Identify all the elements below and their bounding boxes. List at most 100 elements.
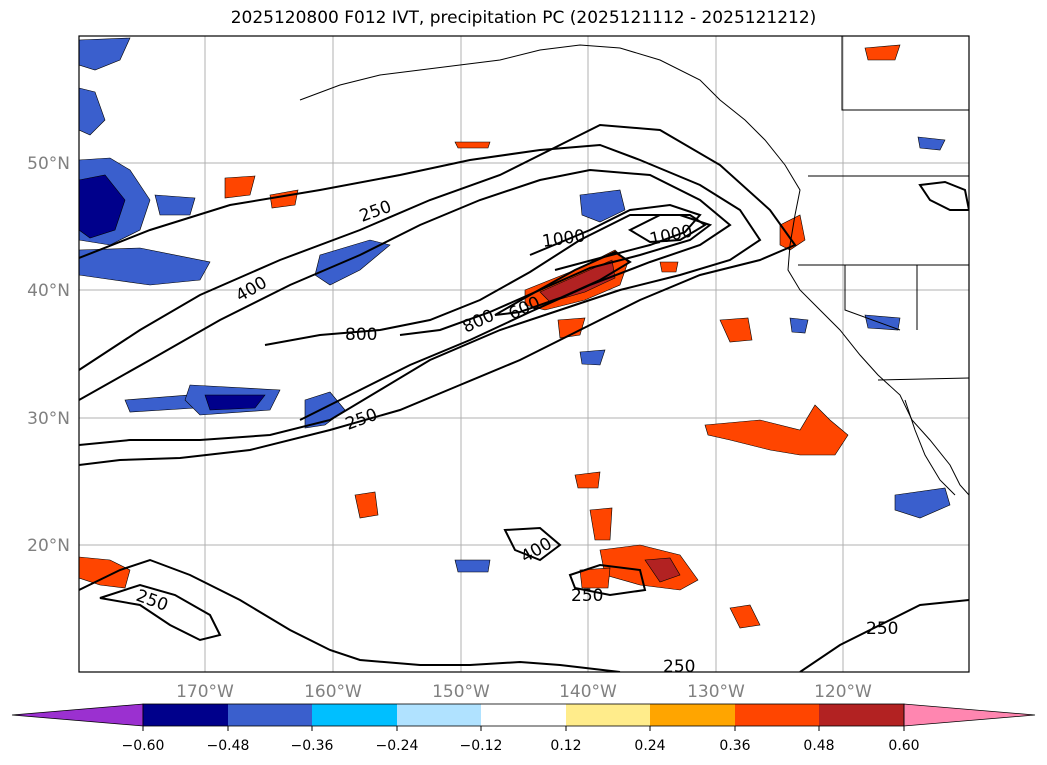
ivt-contour-250-outer: [79, 123, 797, 466]
neg-patch: [79, 37, 131, 71]
pos-patch: [589, 507, 613, 541]
neg-patch: [894, 487, 951, 519]
north-america-coast: [299, 44, 969, 496]
positive-precip-patches: [79, 44, 901, 629]
neg-patch: [79, 247, 211, 286]
colorbar-tick-label: −0.24: [376, 738, 419, 754]
pos-patch: [644, 557, 681, 583]
negative-precip-patches: [79, 37, 951, 573]
pos-patch: [659, 261, 679, 273]
ivt-contour-1000-b: [627, 214, 707, 244]
pos-patch: [557, 317, 586, 339]
neg-patch: [79, 87, 106, 136]
colorbar-seg: [143, 704, 228, 726]
contour-label: 250: [663, 657, 695, 677]
colorbar-seg: [481, 704, 566, 726]
contour-label: 800: [345, 325, 377, 345]
ivt-contour-250-south: [79, 558, 621, 672]
lat-label: 20°N: [27, 536, 70, 556]
ivt-contour-250-ne: [918, 180, 969, 211]
colorbar-frame: [142, 703, 905, 727]
colorbar-ticks: [142, 726, 905, 731]
ivt-contour-250-east: [799, 599, 969, 672]
contour-label: 250: [357, 197, 394, 227]
contour-label: 1000: [541, 226, 587, 252]
colorbar-tick-label: −0.36: [291, 738, 334, 754]
pos-patch: [864, 44, 901, 61]
us-mexico-border: [877, 377, 969, 381]
neg-patch: [917, 136, 946, 151]
colorbar-seg: [735, 704, 819, 726]
ivt-contour-400-south: [99, 583, 222, 642]
lon-label: 170°W: [176, 682, 234, 702]
colorbar-tick-label: 0.48: [803, 738, 834, 754]
neg-patch: [124, 394, 196, 413]
contour-label: 250: [866, 619, 898, 639]
longitude-labels: 170°W 160°W 150°W 140°W 130°W 120°W: [176, 682, 872, 702]
coastlines: [299, 36, 969, 496]
ivt-contours: [79, 123, 969, 672]
neg-patch: [79, 174, 126, 239]
neg-patch: [579, 349, 606, 366]
ivt-contour-600: [494, 250, 632, 316]
map-title: 2025120800 F012 IVT, precipitation PC (2…: [230, 8, 817, 28]
state-border: [841, 36, 969, 111]
lon-label: 120°W: [814, 682, 872, 702]
ivt-contour-400: [79, 168, 732, 421]
pos-patch: [574, 471, 601, 489]
pos-patch: [79, 556, 131, 589]
colorbar-seg: [903, 703, 1036, 727]
neg-patch: [454, 559, 491, 573]
contour-label: 1000: [648, 221, 694, 250]
contour-label: 250: [571, 586, 603, 606]
colorbar-seg: [11, 703, 144, 727]
neg-patch: [789, 317, 809, 334]
colorbar: −0.60 −0.48 −0.36 −0.24 −0.12 0.12 0.24 …: [11, 703, 1036, 754]
pos-patch: [269, 189, 299, 209]
lon-label: 160°W: [304, 682, 362, 702]
pos-patch: [224, 175, 256, 199]
lon-label: 150°W: [432, 682, 490, 702]
pos-patch: [729, 604, 761, 629]
neg-patch: [864, 314, 901, 331]
ivt-contour-250: [79, 143, 762, 446]
neg-patch: [154, 194, 196, 216]
neg-patch: [204, 394, 266, 411]
colorbar-tick-labels: −0.60 −0.48 −0.36 −0.24 −0.12 0.12 0.24 …: [122, 738, 920, 754]
pos-patch: [599, 544, 699, 591]
colorbar-tick-label: 0.36: [719, 738, 750, 754]
neg-patch: [304, 391, 346, 429]
contour-label: 250: [133, 586, 170, 616]
colorbar-tick-label: 0.24: [634, 738, 665, 754]
neg-patch: [579, 189, 626, 223]
colorbar-tick-label: 0.12: [550, 738, 581, 754]
neg-patch: [314, 239, 391, 286]
colorbar-seg: [650, 704, 735, 726]
ivt-contour-250-mid: [503, 526, 562, 562]
contour-label: 400: [518, 534, 556, 568]
baja-coast: [904, 399, 956, 496]
ivt-contour-250-mid-b: [568, 563, 647, 597]
pos-patch: [579, 567, 611, 589]
gridlines: [79, 36, 969, 672]
colorbar-tick-label: −0.12: [460, 738, 503, 754]
colorbar-seg: [312, 704, 397, 726]
latitude-labels: 50°N 40°N 30°N 20°N: [27, 154, 70, 556]
lon-label: 130°W: [687, 682, 745, 702]
state-border: [844, 265, 901, 331]
colorbar-tick-label: 0.60: [888, 738, 919, 754]
colorbar-seg: [397, 704, 481, 726]
colorbar-tick-label: −0.48: [207, 738, 250, 754]
plot-frame: [78, 35, 970, 673]
lat-label: 50°N: [27, 154, 70, 174]
lat-label: 30°N: [27, 409, 70, 429]
colorbar-seg: [228, 704, 312, 726]
lon-label: 140°W: [559, 682, 617, 702]
colorbar-tick-label: −0.60: [122, 738, 165, 754]
lat-label: 40°N: [27, 281, 70, 301]
pos-patch: [354, 491, 379, 519]
pos-patch: [719, 317, 753, 343]
colorbar-seg: [566, 704, 650, 726]
pos-patch: [454, 141, 491, 149]
